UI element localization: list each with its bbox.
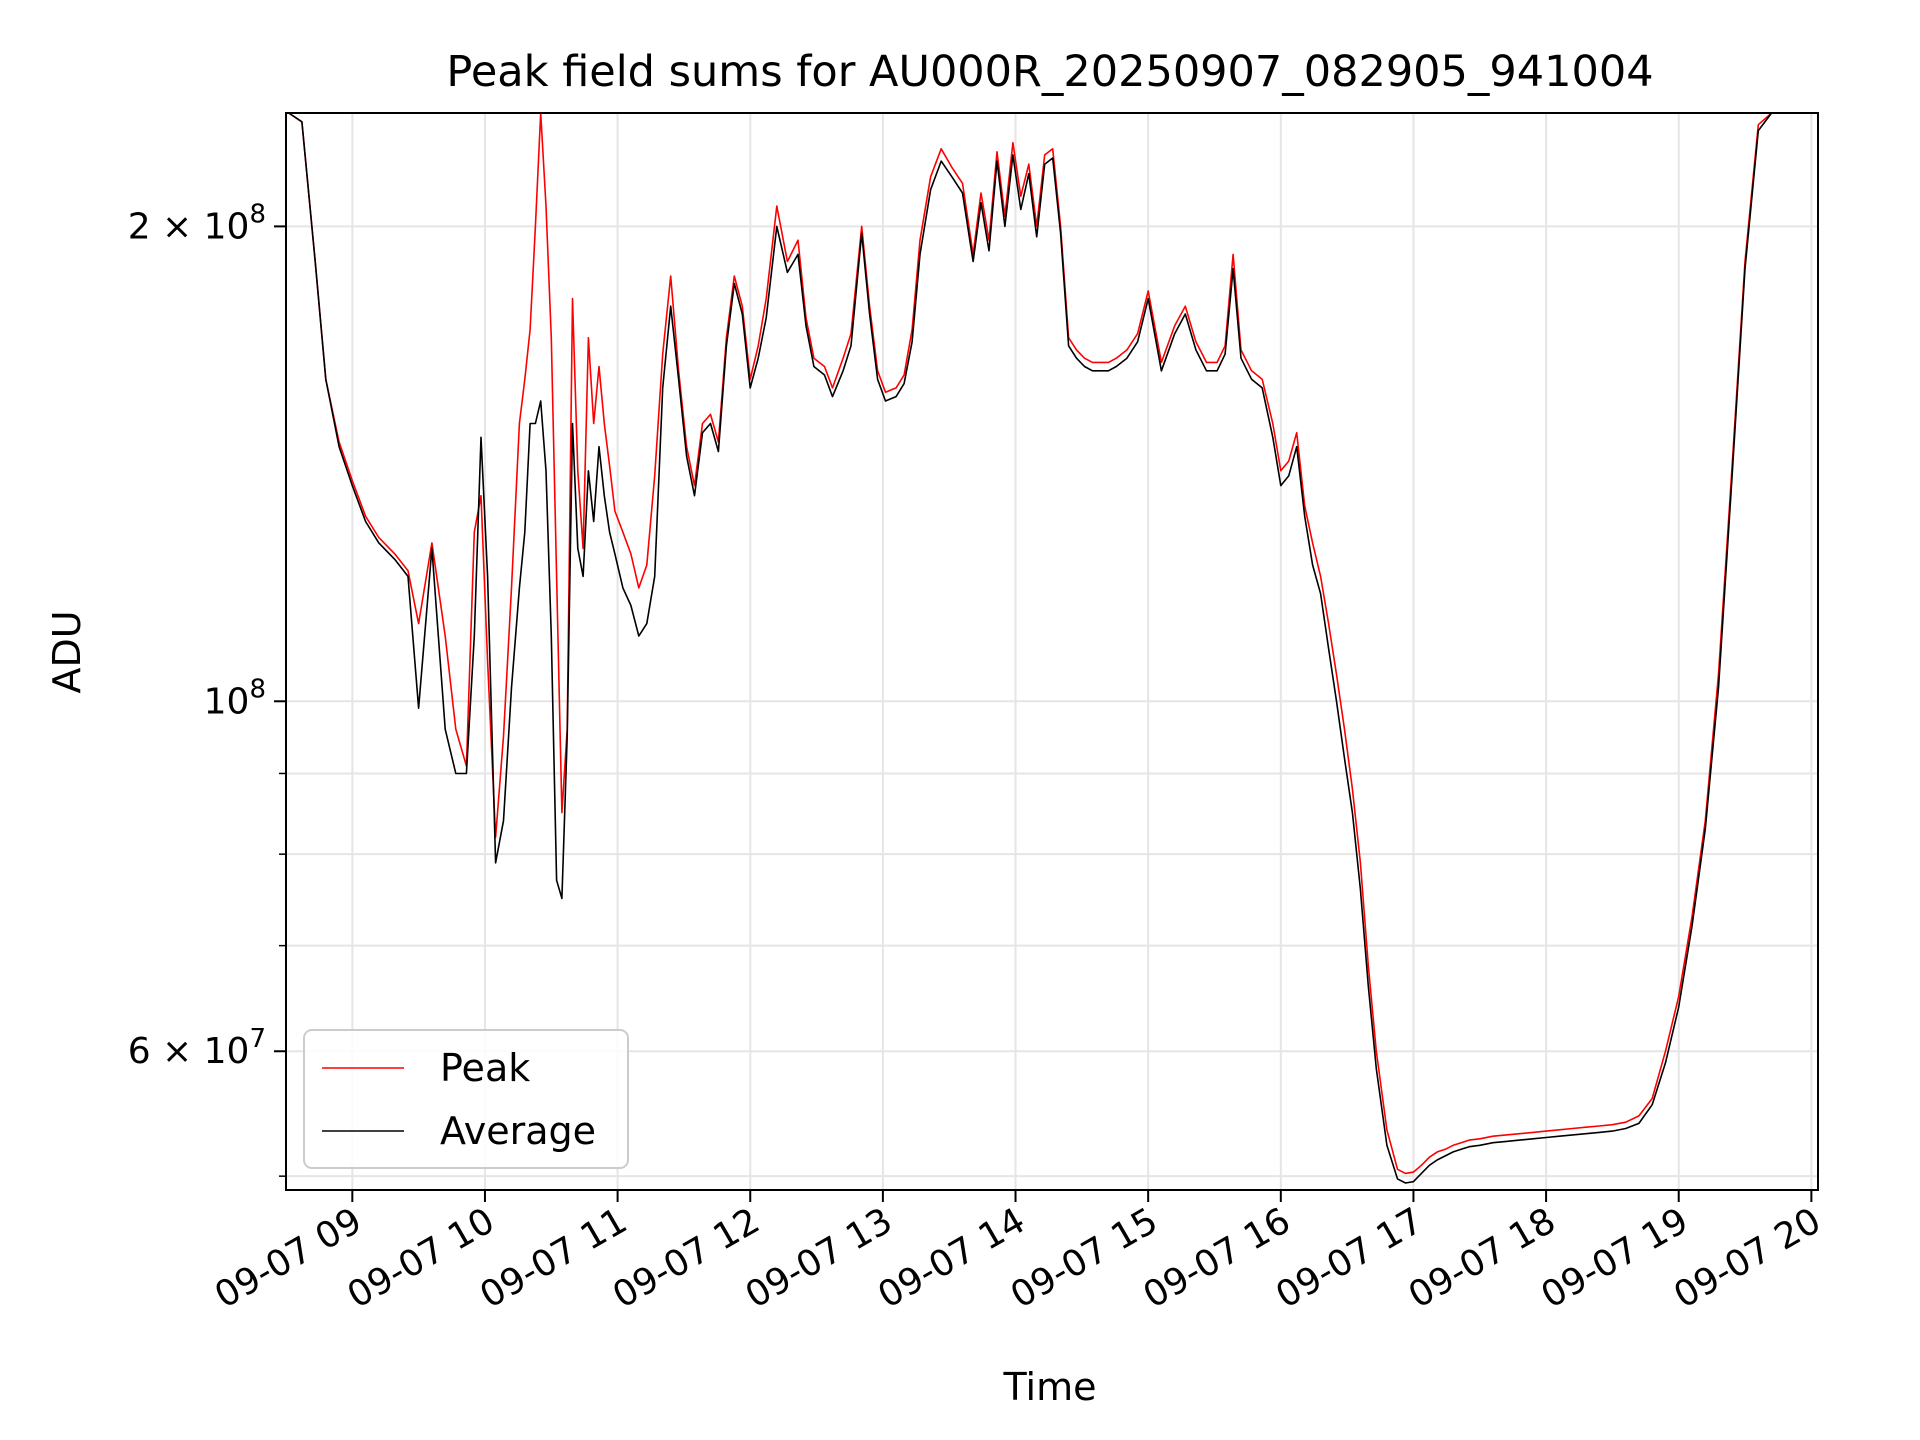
y-axis: 6 × 107 108 2 × 108 (128, 199, 286, 1177)
legend-label-average: Average (440, 1109, 596, 1153)
y-axis-label: ADU (45, 610, 89, 693)
plot-frame (285, 112, 1819, 1191)
legend: Peak Average (303, 1029, 629, 1169)
y-tick-label: 6 × 107 (128, 1024, 266, 1072)
series-layer (288, 113, 1773, 1184)
series-line-peak (288, 113, 1773, 1175)
chart-title: Peak field sums for AU000R_20250907_0829… (446, 47, 1653, 97)
y-tick-label: 108 (204, 674, 266, 722)
y-tick-label: 2 × 108 (128, 199, 266, 247)
x-axis-label: Time (1003, 1365, 1097, 1409)
grid (286, 113, 1818, 1190)
legend-box (303, 1029, 629, 1169)
series-line-average (288, 113, 1773, 1184)
legend-label-peak: Peak (440, 1046, 530, 1090)
